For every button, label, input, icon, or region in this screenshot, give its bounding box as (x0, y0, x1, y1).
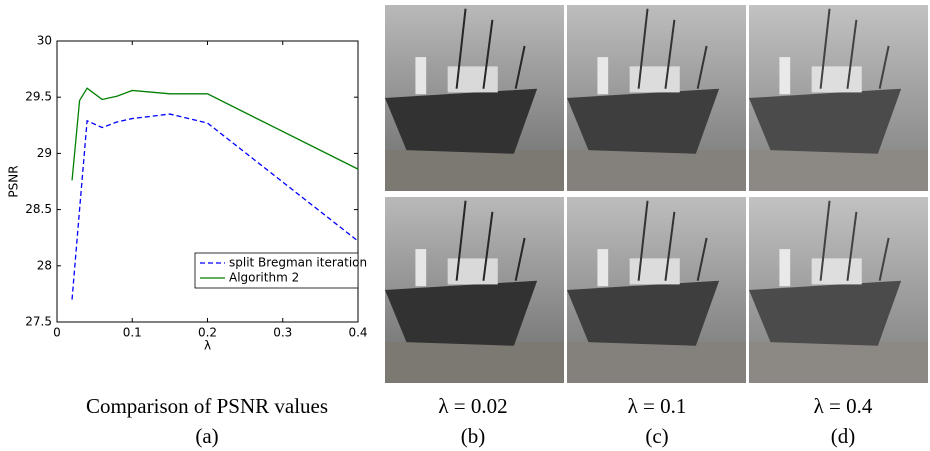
noise-overlay (749, 197, 928, 383)
x-axis-label: λ (204, 339, 211, 353)
y-tick-label: 28.5 (25, 202, 52, 216)
legend-label: Algorithm 2 (229, 271, 299, 285)
x-tick-label: 0.4 (348, 326, 367, 340)
mast (819, 8, 831, 89)
hull (749, 280, 902, 346)
panel-caption: λ = 0.02 (438, 394, 507, 418)
mast (696, 237, 708, 281)
data-line (71, 113, 359, 300)
lighthouse (597, 249, 609, 287)
hull (385, 280, 538, 346)
y-tick-label: 28 (37, 258, 52, 272)
panel-label: (c) (645, 424, 668, 448)
panel-caption: λ = 0.1 (628, 394, 687, 418)
lighthouse (779, 57, 791, 95)
data-line (71, 87, 359, 181)
hull (567, 280, 720, 346)
boat-image (749, 5, 928, 191)
legend-label: split Bregman iteration (229, 256, 367, 270)
mast (664, 19, 676, 89)
ground (567, 342, 746, 383)
boat-image (385, 5, 564, 191)
noise-overlay (567, 197, 746, 383)
panel-label: (d) (831, 424, 856, 448)
y-tick-label: 30 (37, 34, 52, 48)
y-tick-label: 27.5 (25, 315, 52, 329)
mast (819, 200, 831, 281)
ground (749, 342, 928, 383)
boat-image (567, 5, 746, 191)
mast (455, 200, 467, 281)
y-axis-label: PSNR (7, 165, 21, 197)
legend-box (194, 252, 359, 289)
ground (385, 150, 564, 191)
panel-label: (a) (195, 424, 218, 448)
hull (567, 88, 720, 154)
ground (749, 150, 928, 191)
mast (696, 45, 708, 89)
x-tick-label: 0.1 (123, 326, 142, 340)
mast (637, 200, 649, 281)
x-tick-label: 0 (53, 326, 61, 340)
mast (514, 45, 526, 89)
x-tick-label: 0.3 (273, 326, 292, 340)
noise-overlay (385, 197, 564, 383)
mast (455, 8, 467, 89)
lighthouse (415, 249, 427, 287)
mast (637, 8, 649, 89)
lighthouse (597, 57, 609, 95)
boat-image (749, 197, 928, 383)
x-tick-label: 0.2 (198, 326, 217, 340)
panel-label: (b) (461, 424, 486, 448)
panel-caption: λ = 0.4 (814, 394, 873, 418)
mast (482, 19, 494, 89)
mast (664, 211, 676, 281)
noise-overlay (749, 5, 928, 191)
boat-image (567, 197, 746, 383)
mast (514, 237, 526, 281)
lighthouse (415, 57, 427, 95)
noise-overlay (567, 5, 746, 191)
y-tick-label: 29.5 (25, 90, 52, 104)
lighthouse (779, 249, 791, 287)
noise-overlay (385, 5, 564, 191)
mast (846, 211, 858, 281)
y-tick-label: 29 (37, 146, 52, 160)
mast (878, 237, 890, 281)
mast (482, 211, 494, 281)
ground (385, 342, 564, 383)
ground (567, 150, 746, 191)
hull (385, 88, 538, 154)
mast (846, 19, 858, 89)
hull (749, 88, 902, 154)
mast (878, 45, 890, 89)
boat-image (385, 197, 564, 383)
panel-caption: Comparison of PSNR values (86, 394, 328, 418)
